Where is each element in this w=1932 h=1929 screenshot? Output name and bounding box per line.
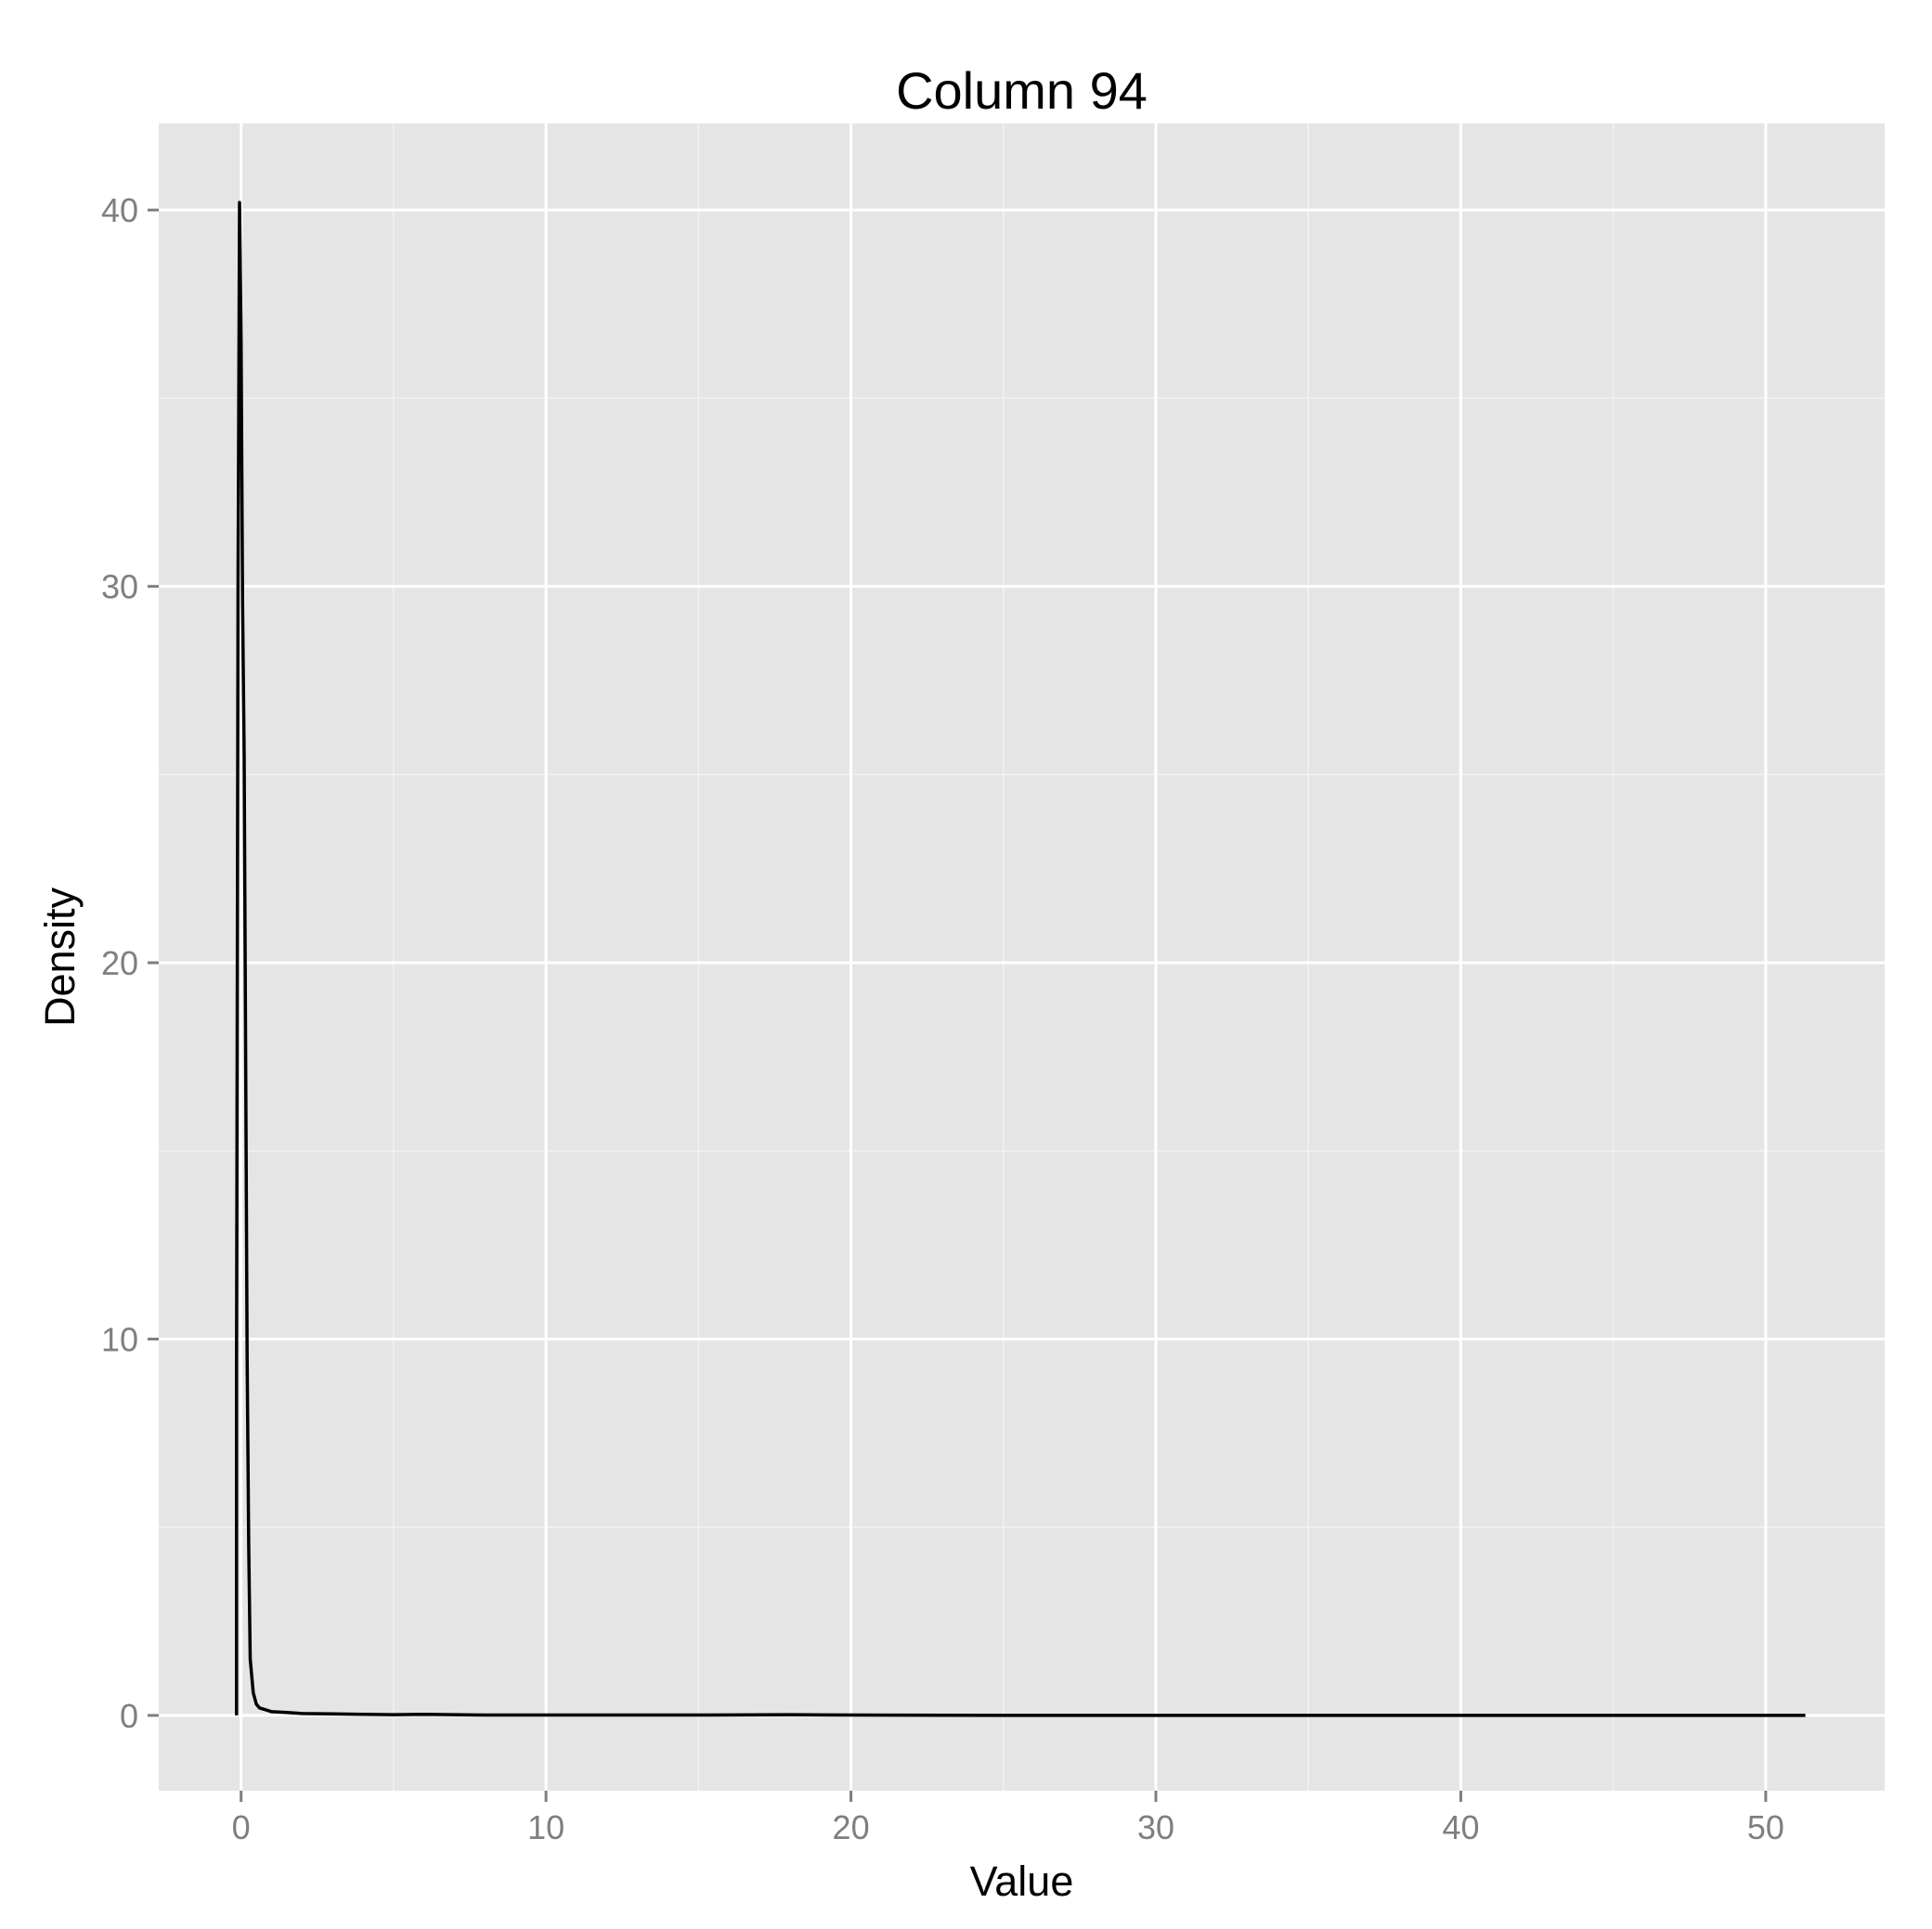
x-axis-title: Value (970, 1858, 1074, 1905)
y-axis-ticks: 0 10 20 30 40 (101, 191, 159, 1735)
y-tick-label: 40 (101, 191, 138, 229)
x-tick-label: 10 (527, 1808, 564, 1846)
plot-panel (159, 123, 1885, 1791)
y-axis-title: Density (36, 887, 84, 1027)
x-tick-label: 40 (1442, 1808, 1479, 1846)
density-curve (235, 201, 1806, 1717)
y-tick-label: 10 (101, 1320, 138, 1358)
x-axis-ticks: 0 10 20 30 40 50 (232, 1791, 1784, 1846)
x-tick-label: 30 (1137, 1808, 1174, 1846)
x-tick-label: 50 (1747, 1808, 1784, 1846)
y-tick-label: 20 (101, 944, 138, 982)
y-tick-label: 0 (120, 1697, 138, 1735)
x-tick-label: 0 (232, 1808, 251, 1846)
major-gridlines (159, 123, 1885, 1791)
x-tick-label: 20 (833, 1808, 870, 1846)
chart-title: Column 94 (896, 61, 1148, 120)
minor-gridlines (159, 123, 1885, 1791)
y-tick-label: 30 (101, 568, 138, 606)
